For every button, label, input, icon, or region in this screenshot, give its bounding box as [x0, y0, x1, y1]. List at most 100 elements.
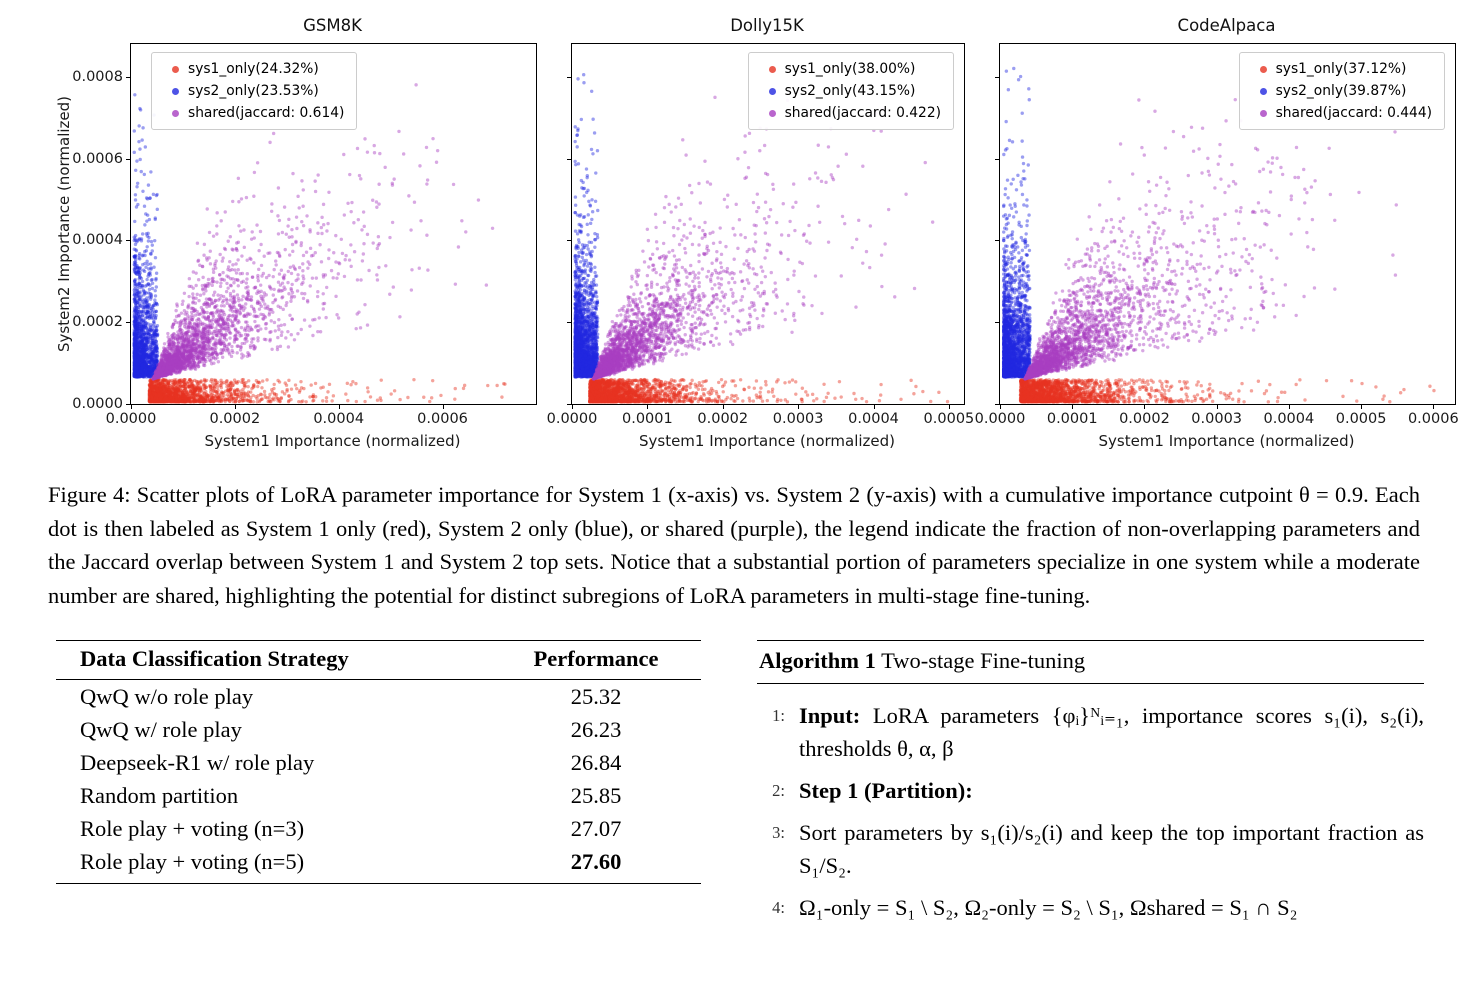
x-tick-mark	[572, 404, 573, 409]
plot-title: Dolly15K	[730, 16, 804, 35]
legend-label: sys1_only(38.00%)	[784, 61, 916, 77]
legend-label: shared(jaccard: 0.444)	[1275, 105, 1432, 121]
table-row: Random partition 25.85	[56, 779, 701, 812]
algorithm-lines: 1: Input: LoRA parameters {φᵢ}ᴺᵢ₌₁, impor…	[757, 684, 1424, 924]
legend-label: sys2_only(23.53%)	[188, 83, 319, 99]
y-tick-label: 0.0006	[72, 150, 123, 167]
x-tick-mark	[1361, 404, 1363, 409]
table-header-row: Data Classification Strategy Performance	[56, 640, 701, 680]
line-bold-text: Step 1 (Partition):	[799, 778, 973, 803]
y-tick-label: 0.0002	[72, 314, 123, 331]
line-text: Sort parameters by s₁(i)/s₂(i) and keep …	[799, 816, 1424, 882]
legend-label: sys1_only(24.32%)	[188, 61, 319, 77]
x-tick-mark	[234, 404, 236, 409]
performance-cell: 25.32	[570, 683, 622, 709]
y-tick-mark	[126, 76, 131, 78]
sys1-marker	[172, 65, 179, 73]
x-tick-label: 0.0000	[974, 411, 1026, 427]
y-tick-mark	[995, 76, 1000, 78]
legend-label: sys2_only(39.87%)	[1275, 83, 1407, 99]
legend: sys1_only(37.12%) sys2_only(39.87%) shared…	[1238, 52, 1445, 130]
x-tick-label: 0.0005	[1335, 411, 1387, 427]
x-tick-mark	[722, 404, 724, 409]
algorithm-line: 4: Ω₁-only = S₁ \ S₂, Ω₂-only = S₂ \ S₁, …	[757, 891, 1424, 924]
x-tick-label: 0.0000	[105, 411, 157, 427]
legend-entry: shared(jaccard: 0.422)	[757, 102, 941, 124]
line-number: 1:	[772, 706, 785, 725]
sys2-marker	[1259, 87, 1267, 95]
strategy-cell: QwQ w/o role play	[80, 683, 254, 709]
algorithm-label: Algorithm 1	[759, 648, 876, 673]
x-tick-mark	[1072, 404, 1074, 409]
plot-title: CodeAlpaca	[1177, 16, 1276, 35]
line-rest: LoRA parameters {φᵢ}ᴺᵢ₌₁, importance sco…	[799, 703, 1424, 761]
x-tick-mark	[1288, 404, 1290, 409]
y-tick-mark	[126, 404, 131, 405]
legend: sys1_only(24.32%) sys2_only(23.53%)shared…	[151, 52, 358, 130]
x-axis-label: System1 Importance (normalized)	[638, 432, 896, 450]
x-tick-label: 0.0002	[697, 411, 749, 427]
legend-entry: shared(jaccard: 0.444)	[1248, 102, 1432, 124]
y-tick-label: 0.0008	[72, 68, 123, 85]
x-tick-label: 0.0006	[417, 411, 468, 427]
y-tick-mark	[126, 240, 131, 242]
algorithm-box: Algorithm 1 Two-stage Fine-tuning 1: Inpu…	[757, 640, 1424, 933]
legend-label: shared(jaccard: 0.614)	[188, 105, 345, 121]
line-number: 4:	[772, 898, 785, 917]
table-head: Data Classification Strategy Performance	[56, 640, 701, 680]
y-tick-label: 0.0000	[72, 396, 123, 412]
performance-cell: 26.23	[570, 716, 622, 742]
data-classification-table: Data Classification Strategy Performance…	[56, 640, 701, 884]
y-tick-label: 0.0004	[72, 232, 123, 249]
y-tick-mark	[995, 404, 1000, 405]
scatter-plot-codealpaca: CodeAlpaca 0.0000 0.0001 0.0002 0.0003 0.0004…	[973, 16, 1459, 450]
table-row: Deepseek-R1 w/ role play 26.84	[56, 746, 701, 779]
figure-4-scatter-plots: GSM8K 0.0000 0.0002 0.0004 0.0006 0.0000 0.000…	[0, 0, 1468, 450]
y-tick-mark	[567, 76, 572, 78]
y-axis-label: System2 Importance (normalized)	[55, 95, 73, 353]
x-tick-label: 0.0003	[772, 411, 824, 427]
paper-page: GSM8K 0.0000 0.0002 0.0004 0.0006 0.0000 0.000…	[0, 0, 1468, 933]
legend-entry: sys1_only(24.32%)	[160, 58, 344, 80]
algorithm-header: Algorithm 1 Two-stage Fine-tuning	[757, 640, 1424, 684]
y-tick-mark	[567, 158, 572, 160]
legend-entry: sys2_only(43.15%)	[757, 80, 941, 102]
x-tick-label: 0.0003	[1191, 411, 1243, 427]
sys2-marker	[768, 87, 776, 95]
algorithm-line: 3: Sort parameters by s₁(i)/s₂(i) and kee…	[757, 816, 1424, 882]
line-number: 2:	[772, 781, 785, 800]
bottom-columns: Data Classification Strategy Performance…	[0, 640, 1468, 933]
shared-marker	[768, 109, 776, 117]
x-tick-label: 0.0001	[622, 411, 673, 427]
line-number: 3:	[772, 823, 785, 842]
scatter-plot-gsm8k: GSM8K 0.0000 0.0002 0.0004 0.0006 0.0000 0.000…	[50, 16, 537, 450]
y-tick-mark	[567, 240, 572, 242]
y-tick-mark	[995, 322, 1000, 324]
x-tick-label: 0.0004	[313, 411, 365, 427]
algorithm-title: Two-stage Fine-tuning	[875, 648, 1086, 673]
x-tick-label: 0.0004	[848, 411, 899, 427]
plot-area: 0.0000 0.0001 0.0002 0.0003 0.0004 0.0005 0.00…	[975, 43, 1459, 427]
x-tick-mark	[798, 404, 800, 409]
line-rest: Ω₁-only = S₁ \ S₂, Ω₂-only = S₂ \ S₁, Ωs…	[799, 895, 1298, 920]
y-tick-mark	[126, 322, 131, 324]
x-tick-label: 0.0005	[923, 411, 975, 427]
x-tick-label: 0.0002	[209, 411, 261, 427]
sys1-marker	[1259, 65, 1267, 73]
x-tick-label: 0.0000	[546, 411, 598, 427]
x-tick-label: 0.0002	[1119, 411, 1170, 427]
x-tick-mark	[131, 404, 132, 409]
figure-caption: Figure 4: Scatter plots of LoRA paramete…	[48, 482, 1420, 608]
line-text: Ω₁-only = S₁ \ S₂, Ω₂-only = S₂ \ S₁, Ωs…	[799, 891, 1424, 924]
x-tick-label: 0.0001	[1046, 411, 1098, 427]
y-tick-mark	[995, 240, 1000, 242]
x-tick-mark	[1433, 404, 1435, 409]
y-tick-mark	[995, 158, 1000, 160]
x-tick-mark	[647, 404, 649, 409]
strategy-cell: Role play + voting (n=3)	[80, 815, 305, 841]
legend-label: shared(jaccard: 0.422)	[784, 105, 941, 121]
y-tick-mark	[567, 404, 572, 405]
plot-title: GSM8K	[303, 16, 362, 35]
x-tick-mark	[442, 404, 444, 409]
algorithm-line: 2: Step 1 (Partition):	[757, 774, 1424, 807]
